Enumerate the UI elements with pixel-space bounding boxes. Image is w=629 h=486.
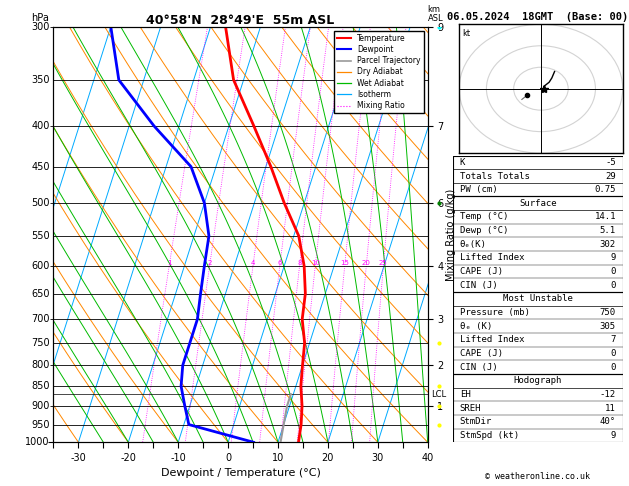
Text: Surface: Surface <box>519 199 557 208</box>
Text: CAPE (J): CAPE (J) <box>460 267 503 276</box>
Text: CIN (J): CIN (J) <box>460 281 498 290</box>
Text: 9: 9 <box>611 431 616 440</box>
Text: 7: 7 <box>611 335 616 345</box>
Text: Dewp (°C): Dewp (°C) <box>460 226 508 235</box>
Text: 9: 9 <box>611 253 616 262</box>
Text: 300: 300 <box>31 22 50 32</box>
Text: 500: 500 <box>31 198 50 208</box>
Text: km
ASL: km ASL <box>428 4 443 22</box>
Text: 750: 750 <box>600 308 616 317</box>
Text: 25: 25 <box>379 260 387 266</box>
Text: 950: 950 <box>31 419 50 430</box>
Text: EH: EH <box>460 390 470 399</box>
Text: SREH: SREH <box>460 404 481 413</box>
Text: 1000: 1000 <box>25 437 50 447</box>
Text: Totals Totals: Totals Totals <box>460 172 530 180</box>
Text: 0: 0 <box>611 349 616 358</box>
Text: CAPE (J): CAPE (J) <box>460 349 503 358</box>
Text: 14.1: 14.1 <box>594 212 616 222</box>
Text: 302: 302 <box>600 240 616 249</box>
Legend: Temperature, Dewpoint, Parcel Trajectory, Dry Adiabat, Wet Adiabat, Isotherm, Mi: Temperature, Dewpoint, Parcel Trajectory… <box>335 31 424 113</box>
Text: © weatheronline.co.uk: © weatheronline.co.uk <box>486 472 590 481</box>
Text: 0: 0 <box>611 267 616 276</box>
Text: 650: 650 <box>31 289 50 298</box>
Text: Pressure (mb): Pressure (mb) <box>460 308 530 317</box>
Text: 0: 0 <box>611 363 616 372</box>
Text: -12: -12 <box>600 390 616 399</box>
Text: 0.75: 0.75 <box>594 185 616 194</box>
Text: Hodograph: Hodograph <box>514 376 562 385</box>
Text: 750: 750 <box>31 338 50 348</box>
Text: 29: 29 <box>605 172 616 180</box>
Text: 600: 600 <box>31 261 50 271</box>
Text: Lifted Index: Lifted Index <box>460 335 524 345</box>
Text: 06.05.2024  18GMT  (Base: 00): 06.05.2024 18GMT (Base: 00) <box>447 12 628 22</box>
Text: θₑ(K): θₑ(K) <box>460 240 487 249</box>
Text: hPa: hPa <box>31 13 49 22</box>
Text: PW (cm): PW (cm) <box>460 185 498 194</box>
Text: 15: 15 <box>340 260 349 266</box>
Text: θₑ (K): θₑ (K) <box>460 322 492 330</box>
X-axis label: Dewpoint / Temperature (°C): Dewpoint / Temperature (°C) <box>160 468 321 478</box>
Text: 4: 4 <box>251 260 255 266</box>
Text: 40°: 40° <box>600 417 616 426</box>
Text: 2: 2 <box>208 260 212 266</box>
Text: 0: 0 <box>611 281 616 290</box>
Text: LCL: LCL <box>431 390 447 399</box>
Text: Lifted Index: Lifted Index <box>460 253 524 262</box>
Y-axis label: Mixing Ratio (g/kg): Mixing Ratio (g/kg) <box>447 189 457 280</box>
Text: Most Unstable: Most Unstable <box>503 295 573 303</box>
Text: Temp (°C): Temp (°C) <box>460 212 508 222</box>
Text: 305: 305 <box>600 322 616 330</box>
Text: 8: 8 <box>298 260 302 266</box>
Text: 20: 20 <box>362 260 370 266</box>
Text: 350: 350 <box>31 75 50 85</box>
Text: 850: 850 <box>31 381 50 391</box>
Title: 40°58'N  28°49'E  55m ASL: 40°58'N 28°49'E 55m ASL <box>147 14 335 27</box>
Text: -5: -5 <box>605 158 616 167</box>
Text: kt: kt <box>462 29 470 37</box>
Text: StmSpd (kt): StmSpd (kt) <box>460 431 519 440</box>
Text: 1: 1 <box>167 260 172 266</box>
Text: 6: 6 <box>277 260 282 266</box>
Text: 800: 800 <box>31 360 50 370</box>
Text: 400: 400 <box>31 121 50 131</box>
Text: 5.1: 5.1 <box>600 226 616 235</box>
Text: 11: 11 <box>605 404 616 413</box>
Text: K: K <box>460 158 465 167</box>
Text: CIN (J): CIN (J) <box>460 363 498 372</box>
Text: 10: 10 <box>311 260 320 266</box>
Text: StmDir: StmDir <box>460 417 492 426</box>
Text: 900: 900 <box>31 401 50 411</box>
Text: 550: 550 <box>31 231 50 241</box>
Text: 450: 450 <box>31 162 50 172</box>
Text: 700: 700 <box>31 314 50 324</box>
